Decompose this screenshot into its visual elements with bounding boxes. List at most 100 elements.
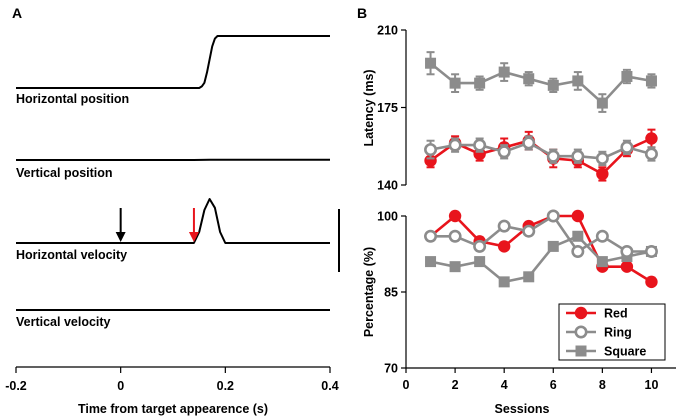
legend-item-ring: Ring [566, 325, 632, 340]
data-point [595, 229, 609, 243]
x-tick-label: 0 [117, 379, 124, 393]
panel-b-letter: B [357, 5, 367, 21]
data-point [547, 240, 559, 252]
saccade-onset-arrow [188, 208, 199, 242]
y-tick-label: 70 [384, 362, 398, 376]
data-point [425, 256, 437, 268]
data-point [473, 239, 487, 253]
data-point [621, 71, 633, 82]
series-red [424, 128, 658, 182]
data-point [644, 147, 658, 161]
panel-a-xlabel: Time from target appearence (s) [78, 402, 268, 416]
x-tick-label: 0.2 [217, 379, 234, 393]
legend-marker [574, 325, 588, 339]
panel-b-xlabel: Sessions [495, 402, 550, 416]
data-point [547, 79, 559, 91]
data-point [425, 57, 437, 69]
series-line [430, 214, 652, 254]
data-point [448, 209, 462, 223]
y-tick-label: 175 [377, 101, 398, 115]
trace-horizontal-velocity [16, 198, 330, 244]
data-point [523, 73, 535, 85]
data-point [645, 75, 657, 87]
data-point [473, 138, 487, 152]
panel-a-letter: A [12, 5, 22, 21]
legend-item-red: Red [566, 307, 628, 321]
data-point [620, 140, 634, 154]
data-point [596, 256, 608, 268]
data-point [448, 229, 462, 243]
series-line [429, 62, 652, 105]
legend-item-square: Square [566, 345, 646, 359]
data-point [497, 145, 511, 159]
data-point [522, 224, 536, 238]
eye-traces [16, 35, 330, 311]
data-point [522, 136, 536, 150]
label-vertical-position: Vertical position [16, 166, 113, 180]
legend: Red Ring Square [558, 303, 666, 361]
legend-label: Red [604, 307, 628, 321]
x-tick-label: 10 [645, 378, 659, 392]
label-vertical-velocity: Vertical velocity [16, 315, 111, 329]
data-point [546, 149, 560, 163]
y-tick-label: 140 [377, 179, 398, 193]
legend-marker [574, 306, 588, 320]
x-tick-label: 0 [403, 378, 410, 392]
data-point [497, 219, 511, 233]
trace-horizontal-position [16, 35, 330, 89]
x-tick-label: 0.4 [321, 379, 338, 393]
series-ring [424, 135, 658, 167]
data-point [620, 260, 634, 273]
target-onset-arrow [115, 208, 126, 242]
series-line [429, 214, 653, 284]
data-point [571, 244, 585, 258]
x-tick-label: 8 [599, 378, 606, 392]
data-point [572, 75, 584, 87]
legend-label: Ring [604, 326, 632, 340]
series-line [430, 234, 652, 284]
label-horizontal-velocity: Horizontal velocity [16, 248, 127, 262]
panel-a-x-ticks: -0.2 0 0.2 0.4 [5, 367, 339, 393]
data-point [645, 275, 658, 289]
x-tick-label: 4 [501, 378, 508, 392]
y-axis-label: Latency (ms) [362, 69, 376, 146]
data-point [498, 66, 510, 78]
x-tick-label: -0.2 [5, 379, 27, 393]
data-point [546, 209, 560, 223]
data-point [595, 151, 609, 165]
data-point [449, 261, 461, 273]
data-point [424, 143, 438, 157]
data-point [497, 240, 511, 253]
data-point [449, 77, 461, 89]
data-point [572, 230, 584, 242]
data-point [571, 209, 585, 223]
x-tick-label: 2 [452, 378, 459, 392]
data-point [596, 167, 609, 181]
data-point [498, 276, 510, 288]
saccade-onset-arrow-head [188, 232, 199, 242]
data-point [596, 97, 608, 109]
legend-marker [575, 345, 587, 357]
x-tick-label: 6 [550, 378, 557, 392]
data-point [424, 229, 438, 243]
label-horizontal-position: Horizontal position [16, 92, 129, 106]
y-axis-label: Percentage (%) [362, 247, 376, 337]
series-line [430, 141, 652, 160]
data-point [474, 77, 486, 89]
data-point [474, 256, 486, 268]
data-point [448, 138, 462, 152]
data-point [644, 244, 658, 258]
target-onset-arrow-head [115, 232, 126, 242]
y-tick-label: 85 [384, 286, 398, 300]
legend-label: Square [604, 345, 646, 359]
y-tick-label: 210 [377, 24, 398, 38]
data-point [523, 271, 535, 283]
y-tick-label: 100 [377, 210, 398, 224]
series-square [425, 51, 657, 113]
data-point [620, 244, 634, 258]
series-ring [424, 209, 658, 258]
data-point [571, 149, 585, 163]
data-point [645, 132, 658, 145]
